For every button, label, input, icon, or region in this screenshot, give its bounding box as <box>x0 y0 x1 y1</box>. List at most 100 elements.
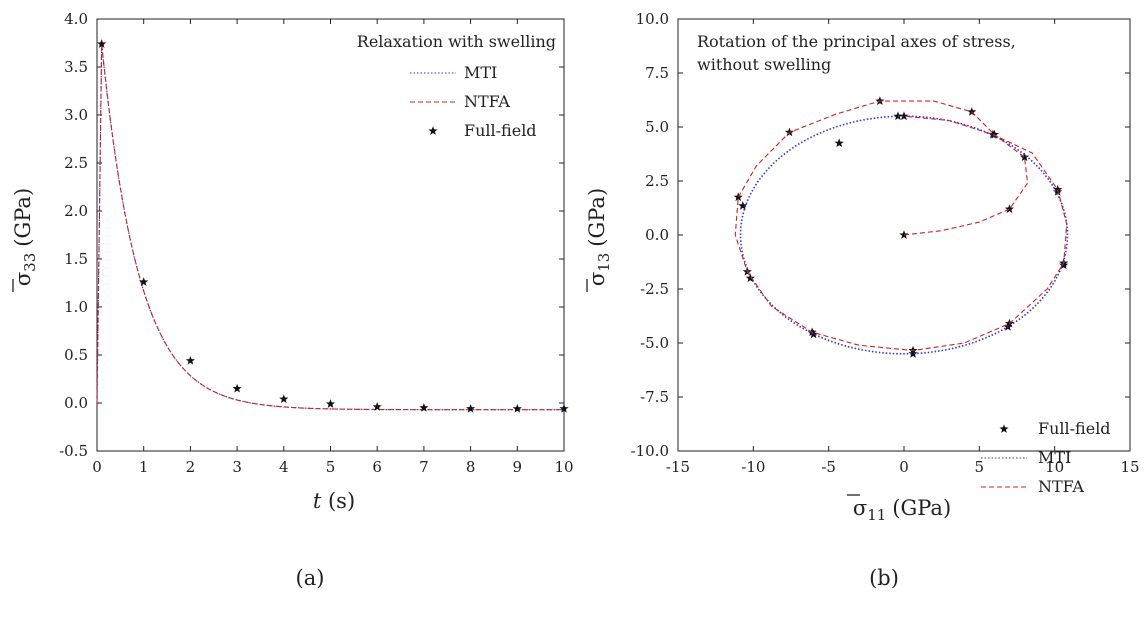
legend-full-field-swatch <box>428 126 438 135</box>
x-ticks-a: 0 1 2 3 4 5 6 7 8 9 10 <box>92 19 574 476</box>
series-full-field-marker <box>1019 152 1030 162</box>
svg-text:σ33(GPa): σ33 (GPa) <box>11 188 39 286</box>
series-full-field-marker <box>325 399 336 408</box>
y-ticks-a: -0.5 0.0 0.5 1.0 1.5 2.0 2.5 3.0 3.5 4.0 <box>59 10 564 460</box>
series-full-field-marker <box>97 39 107 48</box>
x-tick-label: -5 <box>821 458 836 476</box>
svg-text:σ13(GPa): σ13 (GPa) <box>585 188 613 286</box>
legend-full-field-label: Full-field <box>1038 419 1111 438</box>
x-tick-label: 0 <box>899 458 909 476</box>
x-ticks-b: -15 -10 -5 0 5 10 15 <box>666 19 1140 476</box>
x-axis-label-b: σ11 (GPa) <box>847 494 951 524</box>
legend-a: Relaxation with swelling MTI NTFA Full-fie… <box>357 32 556 140</box>
series-full-field-marker <box>893 111 903 121</box>
x-tick-label: 10 <box>554 458 573 476</box>
series-full-field-marker <box>809 329 819 339</box>
y-tick-label: 2.5 <box>645 172 669 190</box>
legend-ntfa-label: NTFA <box>464 92 510 111</box>
plot-frame-a <box>96 18 565 452</box>
chart-panel-a: 0 1 2 3 4 5 6 7 8 9 10 -0.5 0.0 0.5 1.0 1.5 2.0 2.5 3.0 3.… <box>11 10 574 590</box>
y-tick-label: -5.0 <box>640 334 669 352</box>
x-tick-label: 6 <box>372 458 382 476</box>
y-axis-label-a: σ33 (GPa) <box>11 188 39 292</box>
y-axis-unit-a: (GPa) <box>11 188 35 247</box>
y-tick-label: -7.5 <box>640 388 669 406</box>
series-full-field-marker <box>512 403 522 413</box>
y-tick-label: -10.0 <box>631 442 669 460</box>
series-full-field-marker <box>1059 260 1069 270</box>
y-axis-symbol-b: σ <box>585 272 609 286</box>
x-tick-label: 0 <box>92 458 102 476</box>
x-tick-label: 15 <box>1120 458 1139 476</box>
series-full-field-marker <box>139 277 149 286</box>
y-axis-subscript-a: 33 <box>21 253 39 272</box>
series-full-field-marker <box>738 201 748 210</box>
y-tick-label: 3.0 <box>64 106 88 124</box>
series-full-field-marker <box>908 349 918 358</box>
x-tick-label: 3 <box>232 458 242 476</box>
series-group-b <box>733 96 1069 358</box>
legend-full-field-label: Full-field <box>464 121 537 140</box>
x-tick-label: 7 <box>419 458 429 476</box>
chart-panel-b: -15 -10 -5 0 5 10 15 -10.0 -7.5 -5.0 -2.5 0.0 2.5 5.… <box>585 10 1140 590</box>
x-tick-label: 2 <box>186 458 196 476</box>
y-tick-label: 10.0 <box>636 10 669 28</box>
panel-label-a: (a) <box>296 566 325 590</box>
series-full-field-marker <box>559 403 569 413</box>
y-tick-label: 2.0 <box>64 202 88 220</box>
y-tick-label: 3.5 <box>64 58 88 76</box>
y-axis-symbol-a: σ <box>11 272 35 286</box>
y-axis-subscript-b: 13 <box>595 253 613 272</box>
x-tick-label: 5 <box>975 458 985 476</box>
x-axis-subscript-b: 11 <box>867 506 886 524</box>
svg-text:σ11(GPa): σ11 (GPa) <box>853 496 951 524</box>
x-tick-label: 8 <box>466 458 476 476</box>
y-tick-label: -2.5 <box>640 280 669 298</box>
x-axis-label-a: t (s) <box>313 489 355 513</box>
legend-ntfa-label: NTFA <box>1038 477 1084 496</box>
x-tick-label: 9 <box>513 458 523 476</box>
y-tick-label: 7.5 <box>645 64 669 82</box>
x-axis-label-italic-a: t <box>313 489 322 513</box>
series-full-field-marker <box>466 403 476 413</box>
y-tick-label: -0.5 <box>59 442 88 460</box>
x-tick-label: 1 <box>139 458 149 476</box>
series-full-field-marker <box>1004 204 1015 213</box>
series-full-field-marker <box>899 111 909 121</box>
legend-title-b-line2: without swelling <box>697 55 831 74</box>
series-full-field-marker <box>419 403 429 412</box>
panel-label-b: (b) <box>869 566 899 590</box>
series-ntfa-line <box>734 100 1068 352</box>
legend-title-a: Relaxation with swelling <box>357 32 556 51</box>
y-tick-label: 1.5 <box>64 250 88 268</box>
series-full-field-marker <box>279 394 289 404</box>
y-tick-label: 0.5 <box>64 346 88 364</box>
x-tick-label: -15 <box>666 458 690 476</box>
y-axis-unit-b: (GPa) <box>585 188 609 247</box>
series-full-field-marker <box>185 355 195 365</box>
x-tick-label: -10 <box>741 458 765 476</box>
x-tick-label: 10 <box>1045 458 1064 476</box>
legend-full-field-swatch <box>999 424 1009 433</box>
y-tick-label: 0.0 <box>645 226 669 244</box>
y-tick-label: 4.0 <box>64 10 88 28</box>
series-full-field-marker <box>745 273 755 283</box>
x-axis-unit-b: (GPa) <box>892 496 951 520</box>
x-axis-label-unit-a: (s) <box>328 489 355 513</box>
y-tick-label: 0.0 <box>64 394 88 412</box>
series-mti-line <box>739 115 1069 355</box>
legend-b: Rotation of the principal axes of stress… <box>697 32 1111 496</box>
y-axis-label-b: σ13 (GPa) <box>585 188 613 292</box>
y-ticks-b: -10.0 -7.5 -5.0 -2.5 0.0 2.5 5.0 7.5 10.0 <box>631 10 1130 460</box>
legend-mti-label: MTI <box>464 63 497 82</box>
x-tick-label: 5 <box>326 458 336 476</box>
x-tick-label: 4 <box>279 458 289 476</box>
y-tick-label: 2.5 <box>64 154 88 172</box>
series-group-a <box>96 39 569 413</box>
series-full-field-marker <box>834 138 844 148</box>
series-full-field-marker <box>372 402 382 411</box>
legend-mti-label: MTI <box>1038 448 1071 467</box>
x-axis-symbol-b: σ <box>853 496 867 520</box>
y-tick-label: 1.0 <box>64 298 88 316</box>
